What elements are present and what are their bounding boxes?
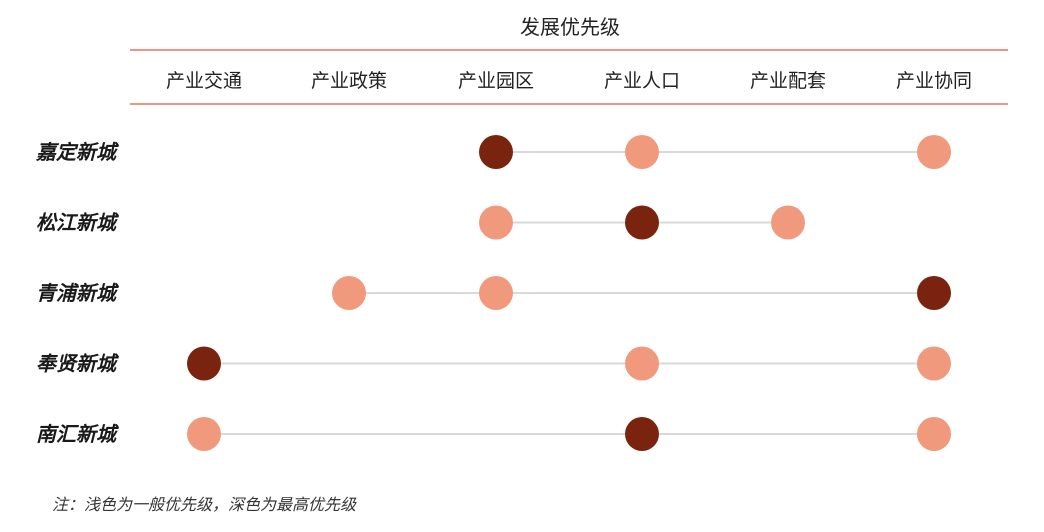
chart-row: 南汇新城 <box>36 417 951 451</box>
priority-dot <box>479 276 513 310</box>
chart-row: 嘉定新城 <box>35 135 951 169</box>
priority-dot <box>332 276 366 310</box>
row-label: 嘉定新城 <box>35 140 119 164</box>
priority-dot <box>187 417 221 451</box>
row-label: 松江新城 <box>36 211 119 235</box>
priority-dot <box>771 205 805 240</box>
row-label: 南汇新城 <box>36 422 119 446</box>
priority-dot <box>625 417 659 451</box>
chart-title: 发展优先级 <box>520 15 620 39</box>
chart-row: 青浦新城 <box>36 276 951 310</box>
column-label: 产业园区 <box>458 70 534 92</box>
priority-dot <box>917 276 951 310</box>
priority-dot <box>625 135 659 169</box>
column-labels: 产业交通 产业政策 产业园区 产业人口 产业配套 产业协同 <box>166 70 972 92</box>
priority-dot <box>917 417 951 451</box>
priority-dot <box>917 346 951 381</box>
chart-row: 奉贤新城 <box>36 346 951 381</box>
chart-row: 松江新城 <box>36 205 805 240</box>
priority-dot <box>479 135 513 169</box>
column-label: 产业协同 <box>896 70 972 92</box>
priority-dot <box>625 346 659 381</box>
row-label: 青浦新城 <box>36 281 119 305</box>
column-label: 产业交通 <box>166 70 242 92</box>
priority-dot <box>917 135 951 169</box>
priority-dot <box>625 205 659 240</box>
column-label: 产业政策 <box>311 70 387 92</box>
column-label: 产业配套 <box>750 70 826 92</box>
legend-note: 注：浅色为一般优先级，深色为最高优先级 <box>52 495 357 514</box>
row-label: 奉贤新城 <box>36 352 119 376</box>
priority-dot <box>187 346 221 381</box>
column-label: 产业人口 <box>604 70 680 92</box>
priority-dot <box>479 205 513 240</box>
